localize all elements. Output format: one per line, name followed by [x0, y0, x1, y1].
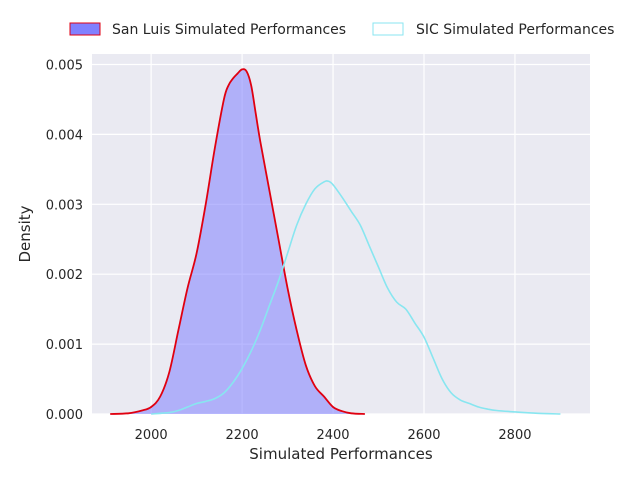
y-tick-label-1: 0.001	[46, 338, 83, 353]
y-tick-label-4: 0.004	[46, 128, 83, 143]
legend-label-sic: SIC Simulated Performances	[416, 22, 614, 38]
x-tick-label-1: 2200	[226, 428, 259, 443]
x-tick-labels: 2000 2200 2400 2600 2800	[135, 428, 532, 443]
x-tick-label-2: 2400	[316, 428, 349, 443]
legend: San Luis Simulated Performances SIC Simu…	[69, 22, 614, 38]
legend-swatch-san-luis	[69, 22, 101, 36]
y-tick-label-0: 0.000	[46, 408, 83, 423]
y-axis-label: Density	[16, 205, 34, 262]
y-tick-label-3: 0.003	[46, 198, 83, 213]
x-tick-label-4: 2800	[498, 428, 531, 443]
y-tick-label-2: 0.002	[46, 268, 83, 283]
x-tick-label-3: 2600	[407, 428, 440, 443]
line-sic-simulated-performances	[151, 180, 561, 415]
legend-swatch-sic	[372, 22, 404, 36]
y-tick-label-5: 0.005	[46, 58, 83, 73]
series-lines	[110, 68, 561, 415]
x-tick-label-0: 2000	[135, 428, 168, 443]
series-areas	[110, 69, 365, 414]
y-tick-labels: 0.000 0.001 0.002 0.003 0.004 0.005	[46, 58, 83, 423]
line-san-luis-simulated-performances	[110, 68, 365, 415]
area-san-luis-simulated-performances	[110, 69, 365, 414]
legend-label-san-luis: San Luis Simulated Performances	[112, 22, 346, 38]
x-axis-label: Simulated Performances	[249, 445, 433, 463]
